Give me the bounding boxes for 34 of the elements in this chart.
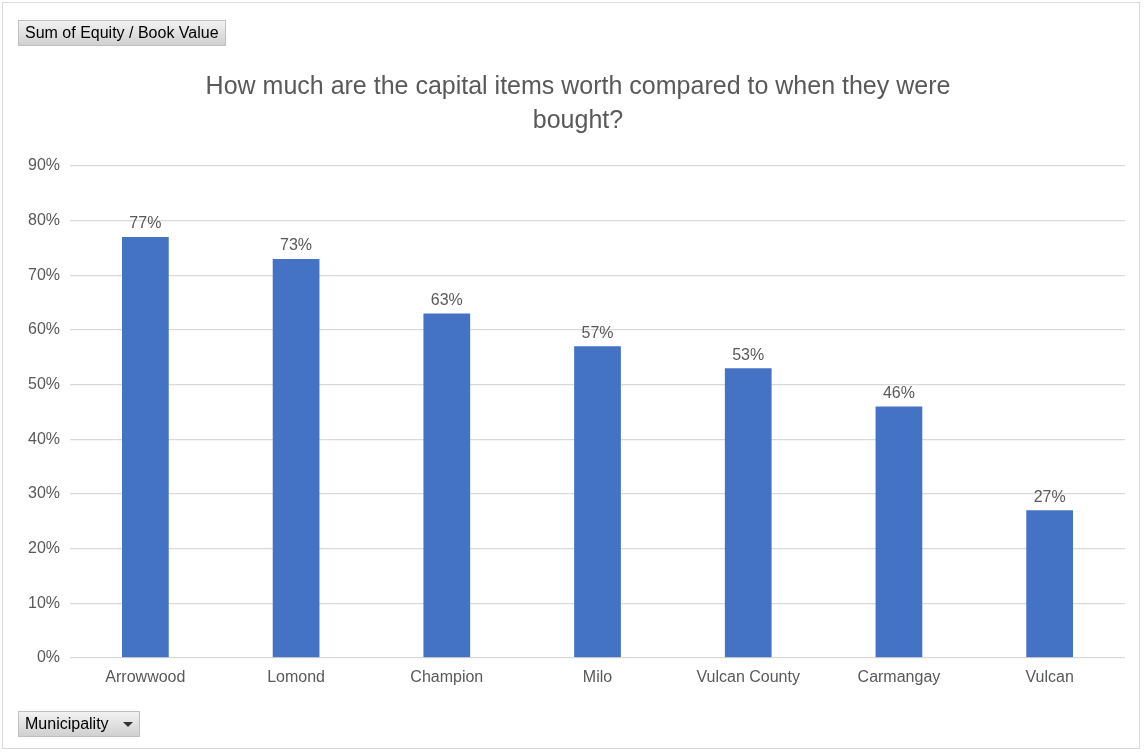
x-tick-label: Vulcan County: [696, 667, 800, 685]
data-label: 57%: [581, 323, 614, 341]
x-tick-label: Lomond: [267, 667, 325, 685]
bar: [423, 313, 471, 658]
data-label: 77%: [129, 214, 162, 232]
bar: [272, 258, 320, 658]
bar: [724, 368, 772, 658]
x-tick-label: Milo: [582, 667, 613, 685]
x-tick-label: Vulcan: [1025, 667, 1074, 685]
y-tick-label: 50%: [27, 374, 61, 392]
data-label: 63%: [430, 290, 463, 308]
text: Sum of Equity / Book Value: [18, 20, 226, 46]
bar: [122, 237, 169, 658]
x-tick-label: Carmangay: [857, 667, 941, 685]
y-tick-label: 80%: [27, 211, 61, 229]
bar: [1026, 510, 1074, 658]
data-label: 73%: [280, 236, 313, 254]
y-tick-label: 10%: [27, 593, 61, 611]
y-tick-label: 40%: [27, 429, 61, 447]
x-axis-title: Municipality: [25, 715, 109, 732]
data-label: 27%: [1033, 487, 1066, 505]
y-tick-label: 30%: [27, 484, 61, 502]
y-tick-label: 70%: [27, 265, 61, 283]
bar: [574, 346, 621, 658]
y-tick-label: 20%: [27, 538, 61, 556]
bar: [875, 406, 923, 658]
data-label: 53%: [732, 345, 765, 363]
x-tick-label: Champion: [410, 667, 484, 685]
data-label: 46%: [882, 383, 915, 401]
y-tick-label: 0%: [36, 648, 61, 666]
y-tick-label: 60%: [27, 320, 61, 338]
y-tick-label: 90%: [27, 156, 61, 174]
x-tick-label: Arrowwood: [105, 667, 186, 685]
chart-title: How much are the capital items worth compared to when they were bought?: [204, 70, 952, 135]
